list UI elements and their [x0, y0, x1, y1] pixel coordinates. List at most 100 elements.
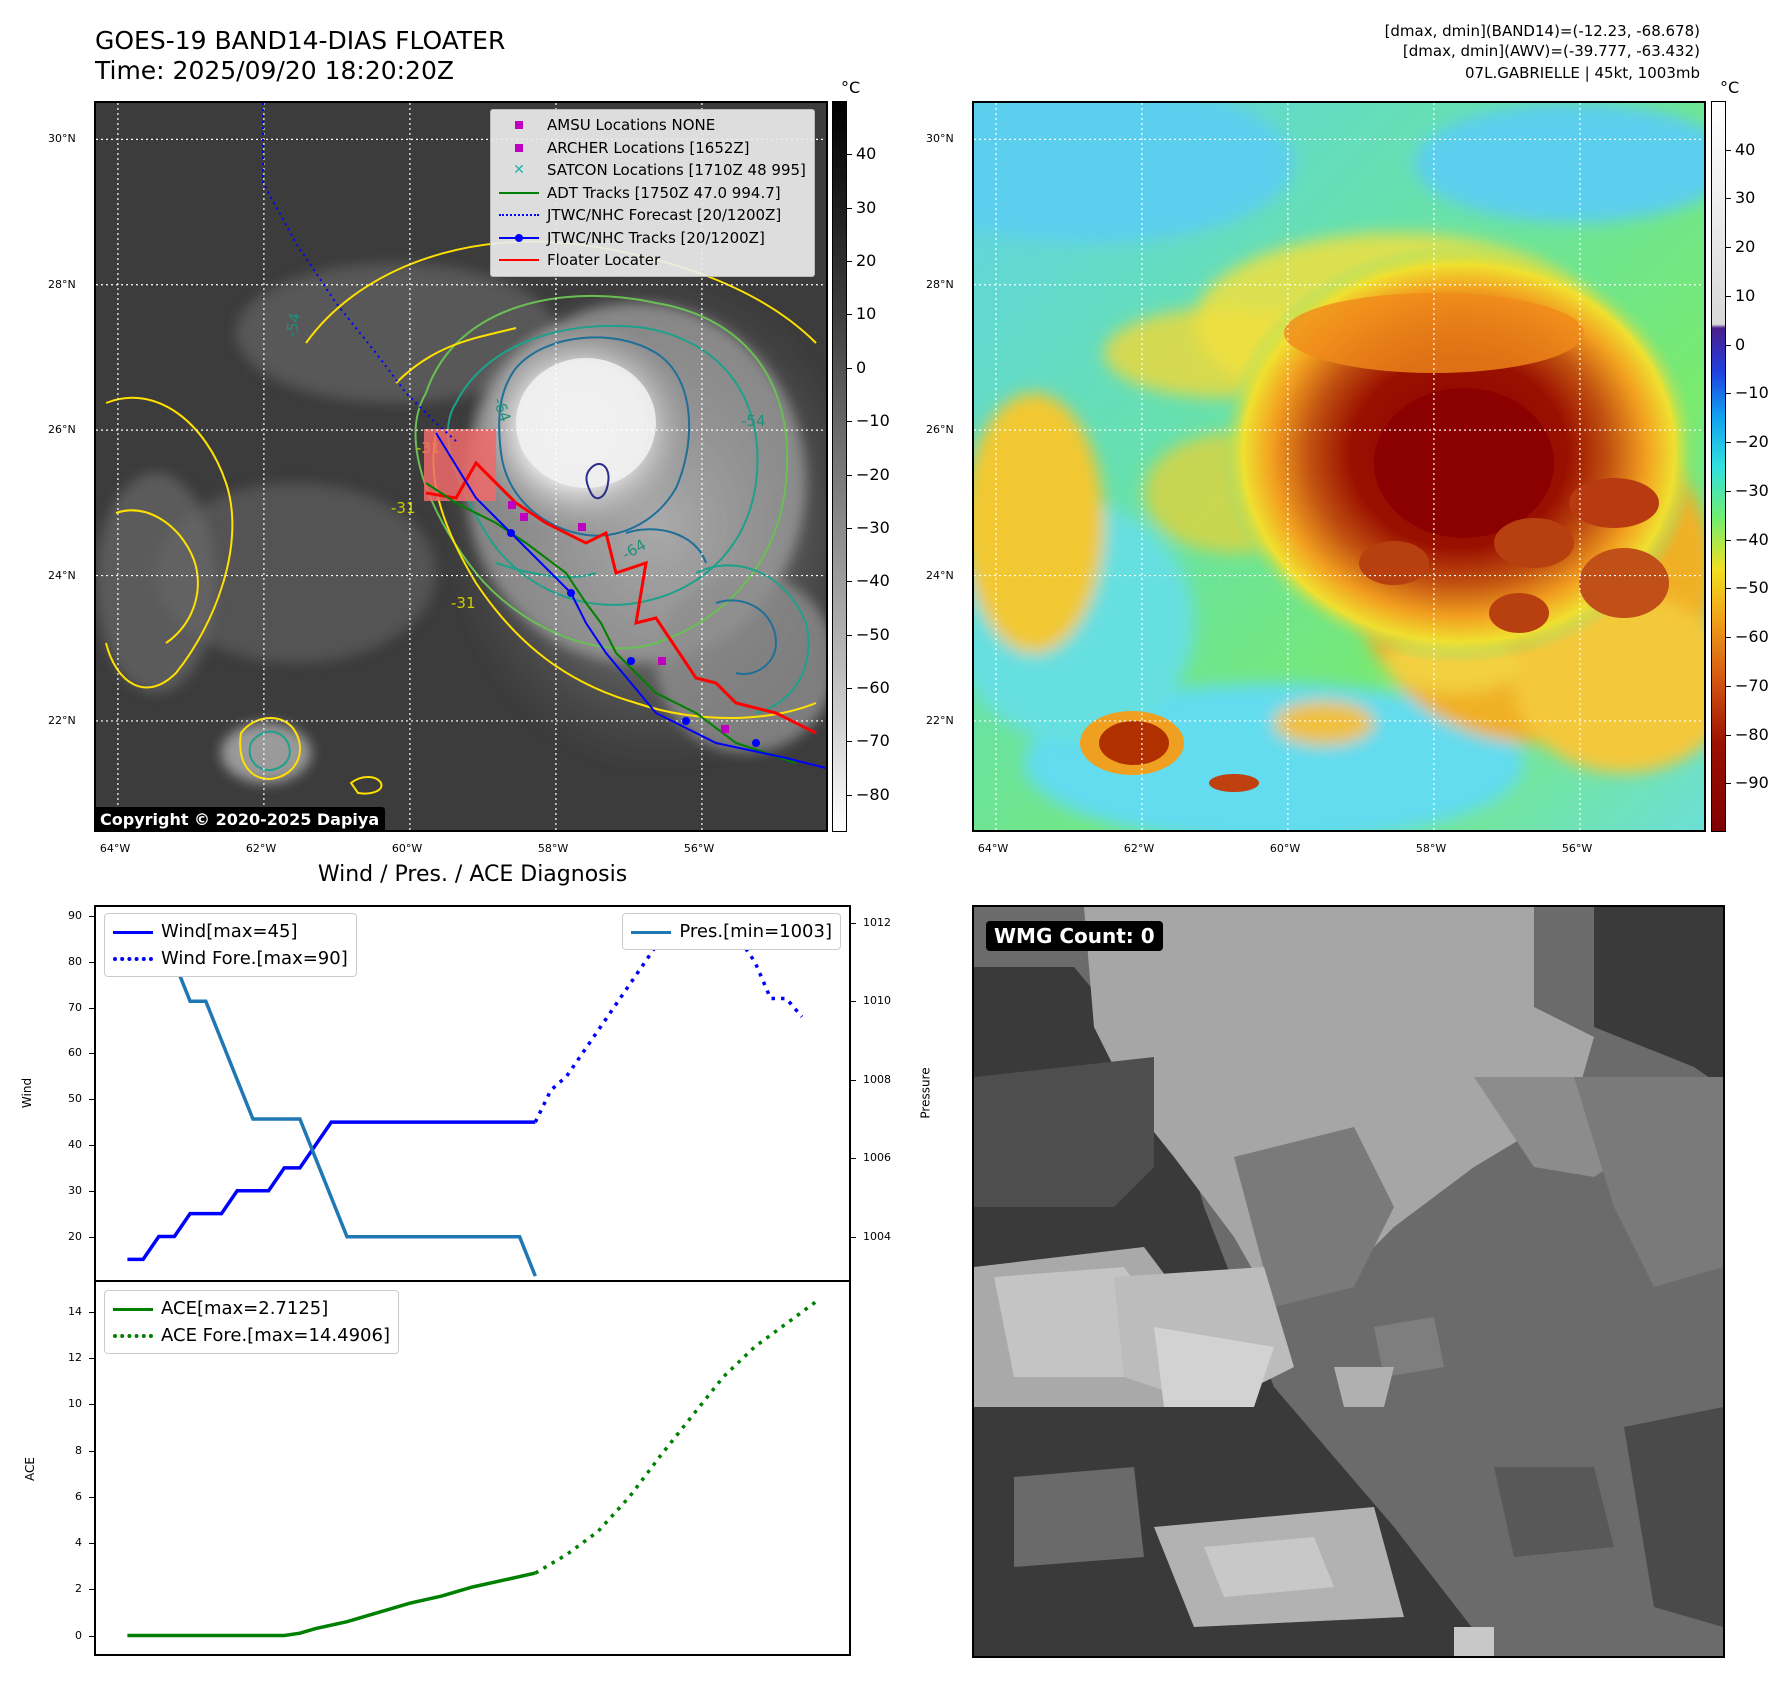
- solid-line-icon: [499, 254, 539, 266]
- colorbar-tick-mark: [1726, 783, 1731, 785]
- ace-axis-label: ACE: [22, 1457, 37, 1481]
- colorbar-tick-label: −10: [856, 411, 890, 431]
- y-tick-mark: [89, 1053, 94, 1055]
- wind-axis-label: Wind: [20, 1077, 35, 1109]
- contour-label: -54: [741, 412, 766, 430]
- series-line: [127, 1120, 536, 1262]
- colorbar-tick-label: −50: [1735, 578, 1769, 598]
- lat-label: 22°N: [926, 713, 954, 727]
- colorbar-tick-label: −30: [1735, 480, 1769, 500]
- y2-tick-label: 1012: [863, 915, 891, 929]
- legend-item-forecast: JTWC/NHC Forecast [20/1200Z]: [499, 204, 806, 227]
- solid-line-icon: [113, 1303, 153, 1315]
- wmg-panel: WMG Count: 0: [972, 905, 1725, 1658]
- colorbar-tick-label: −90: [1735, 773, 1769, 793]
- colorbar-tick-mark: [847, 207, 852, 209]
- y-tick-mark: [89, 1312, 94, 1314]
- lon-label: 60°W: [1269, 842, 1301, 855]
- contour-label: -31: [451, 594, 476, 612]
- archer-marker: [520, 513, 528, 521]
- dotted-line-icon: [113, 953, 153, 965]
- y-tick-label: 2: [75, 1582, 82, 1596]
- y-tick-label: 14: [68, 1305, 82, 1319]
- info-band14: [dmax, dmin](BAND14)=(-12.23, -68.678): [1384, 22, 1700, 40]
- legend-label: JTWC/NHC Tracks [20/1200Z]: [547, 228, 765, 247]
- y-tick-mark: [89, 1589, 94, 1591]
- y-tick-label: 80: [68, 954, 82, 968]
- lat-label: 28°N: [926, 277, 954, 291]
- colorbar-tick-label: −70: [1735, 675, 1769, 695]
- y-tick-label: 4: [75, 1536, 82, 1550]
- legend-item-ace: ACE[max=2.7125]: [113, 1295, 390, 1322]
- colorbar-tick-label: 40: [1735, 139, 1756, 159]
- colorbar-tick-mark: [1726, 344, 1731, 346]
- track-point: [682, 717, 690, 725]
- legend-item-ace-forecast: ACE Fore.[max=14.4906]: [113, 1322, 390, 1349]
- colorbar-tick-mark: [847, 527, 852, 529]
- y-tick-mark: [89, 1635, 94, 1637]
- x-marker-icon: ✕: [513, 162, 525, 179]
- archer-marker: [508, 501, 516, 509]
- y2-tick-label: 1004: [863, 1229, 891, 1243]
- y-tick-label: 60: [68, 1046, 82, 1060]
- map-gridlines: [974, 103, 1704, 830]
- wmg-count-badge: WMG Count: 0: [986, 921, 1163, 951]
- lon-label: 58°W: [537, 842, 569, 855]
- color-colorbar-unit: °C: [1720, 78, 1740, 97]
- legend-label: SATCON Locations [1710Z 48 995]: [547, 161, 806, 180]
- y2-tick-mark: [851, 1158, 856, 1160]
- colorbar-tick-mark: [847, 794, 852, 796]
- colorbar-tick-label: −70: [856, 731, 890, 751]
- archer-marker: [578, 523, 586, 531]
- y2-tick-label: 1008: [863, 1072, 891, 1086]
- lat-label: 26°N: [48, 423, 76, 437]
- lon-label: 64°W: [99, 842, 131, 855]
- series-line: [127, 1571, 536, 1638]
- y-tick-mark: [89, 1007, 94, 1009]
- archer-marker: [658, 657, 666, 665]
- lon-label: 58°W: [1415, 842, 1447, 855]
- adt-track: [425, 482, 797, 764]
- pressure-legend: Pres.[min=1003]: [622, 913, 841, 950]
- colorbar-tick-label: −20: [856, 464, 890, 484]
- y2-tick-label: 1010: [863, 994, 891, 1008]
- colorbar-tick-mark: [1726, 539, 1731, 541]
- colorbar-tick-mark: [847, 741, 852, 743]
- colorbar-tick-mark: [1726, 588, 1731, 590]
- series-line: [127, 920, 537, 1277]
- lon-label: 64°W: [977, 842, 1009, 855]
- colorbar-tick-label: 20: [856, 251, 877, 271]
- colorbar-tick-mark: [847, 421, 852, 423]
- legend-item-nhc: JTWC/NHC Tracks [20/1200Z]: [499, 227, 806, 250]
- y-tick-label: 30: [68, 1183, 82, 1197]
- y-tick-mark: [89, 961, 94, 963]
- colorbar-tick-mark: [847, 154, 852, 156]
- colorbar-tick-label: −20: [1735, 432, 1769, 452]
- legend-label: Wind Fore.[max=90]: [161, 948, 348, 969]
- gray-colorbar-unit: °C: [841, 78, 861, 97]
- lat-label: 24°N: [48, 568, 76, 582]
- legend-label: ARCHER Locations [1652Z]: [547, 138, 750, 157]
- legend-label: ACE Fore.[max=14.4906]: [161, 1325, 390, 1346]
- info-awv: [dmax, dmin](AWV)=(-39.777, -63.432): [1402, 42, 1700, 60]
- colorbar-tick-mark: [847, 687, 852, 689]
- series-line: [534, 1299, 819, 1575]
- legend-item-wind-forecast: Wind Fore.[max=90]: [113, 945, 348, 972]
- enhanced-map-panel: [972, 101, 1706, 832]
- y-tick-mark: [89, 1099, 94, 1101]
- wmg-image: [974, 907, 1723, 1656]
- y-tick-mark: [89, 1144, 94, 1146]
- colorbar-tick-mark: [1726, 490, 1731, 492]
- ace-legend: ACE[max=2.7125] ACE Fore.[max=14.4906]: [104, 1290, 399, 1354]
- lat-label: 30°N: [48, 132, 76, 146]
- y-tick-label: 90: [68, 909, 82, 923]
- colorbar-tick-mark: [1726, 149, 1731, 151]
- colorbar-tick-mark: [847, 581, 852, 583]
- y2-tick-mark: [851, 922, 856, 924]
- solid-line-icon: [631, 926, 672, 938]
- y-tick-mark: [89, 1450, 94, 1452]
- colorbar-tick-mark: [1726, 685, 1731, 687]
- y-tick-label: 8: [75, 1443, 82, 1457]
- legend-item-pressure: Pres.[min=1003]: [631, 918, 832, 945]
- y-tick-label: 40: [68, 1137, 82, 1151]
